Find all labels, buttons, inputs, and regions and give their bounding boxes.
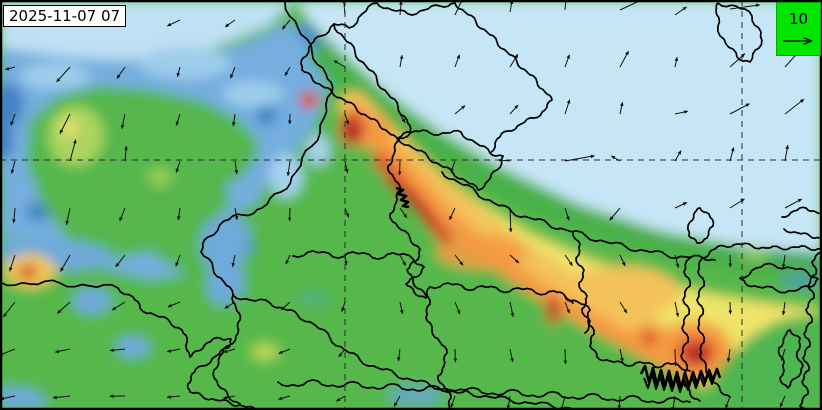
wind-vector-arrows: [0, 0, 805, 410]
wind-reference-legend: 10: [776, 2, 821, 56]
timestamp-label: 2025-11-07 07: [3, 5, 127, 27]
wind-reference-value: 10: [788, 10, 809, 28]
wind-reference-arrow-icon: [782, 35, 818, 47]
